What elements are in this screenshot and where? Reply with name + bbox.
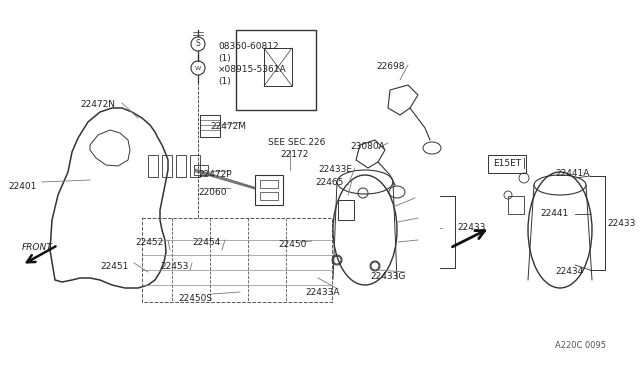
Text: 22434: 22434 <box>555 267 583 276</box>
Text: (1): (1) <box>218 54 231 63</box>
Bar <box>148 155 158 177</box>
Text: 22453: 22453 <box>160 262 188 271</box>
Text: E15ET: E15ET <box>493 160 521 169</box>
Bar <box>194 165 208 175</box>
Text: SEE SEC.226: SEE SEC.226 <box>268 138 325 147</box>
Text: 22472M: 22472M <box>210 122 246 131</box>
Bar <box>508 196 524 214</box>
Bar <box>236 30 316 110</box>
Text: 22472P: 22472P <box>198 170 232 179</box>
Text: 22450S: 22450S <box>178 294 212 303</box>
Text: ×08915-5361A: ×08915-5361A <box>218 65 287 74</box>
Bar <box>264 48 292 86</box>
Text: 22433: 22433 <box>607 218 636 228</box>
Text: 22465: 22465 <box>315 178 344 187</box>
Text: 22450: 22450 <box>278 240 307 249</box>
Bar <box>260 180 278 188</box>
Text: 22433: 22433 <box>457 224 485 232</box>
Text: W: W <box>195 65 201 71</box>
Text: 22172: 22172 <box>280 150 308 159</box>
Text: 22452: 22452 <box>135 238 163 247</box>
Bar <box>255 175 283 205</box>
Bar <box>142 218 332 302</box>
Text: 22441: 22441 <box>540 209 568 218</box>
Bar <box>488 155 526 173</box>
Text: 22433E: 22433E <box>318 165 352 174</box>
Bar <box>162 155 172 177</box>
Text: 22451: 22451 <box>100 262 129 271</box>
Text: A220C 0095: A220C 0095 <box>555 341 606 350</box>
Text: 22060: 22060 <box>198 188 227 197</box>
Bar <box>176 155 186 177</box>
Bar <box>200 115 220 137</box>
Bar <box>190 155 200 177</box>
Text: 22698: 22698 <box>376 62 404 71</box>
Bar <box>260 192 278 200</box>
Bar <box>338 200 354 220</box>
Text: 22433A: 22433A <box>305 288 339 297</box>
Text: 22454: 22454 <box>192 238 220 247</box>
Text: S: S <box>196 39 200 48</box>
Text: 22472N: 22472N <box>80 100 115 109</box>
Text: 22401: 22401 <box>8 182 36 191</box>
Text: FRONT: FRONT <box>22 244 52 253</box>
Text: 22433G: 22433G <box>370 272 405 281</box>
Text: 08360-60812: 08360-60812 <box>218 42 278 51</box>
Text: (1): (1) <box>218 77 231 86</box>
Text: 22441A: 22441A <box>555 170 589 179</box>
Text: 23080A: 23080A <box>350 142 385 151</box>
